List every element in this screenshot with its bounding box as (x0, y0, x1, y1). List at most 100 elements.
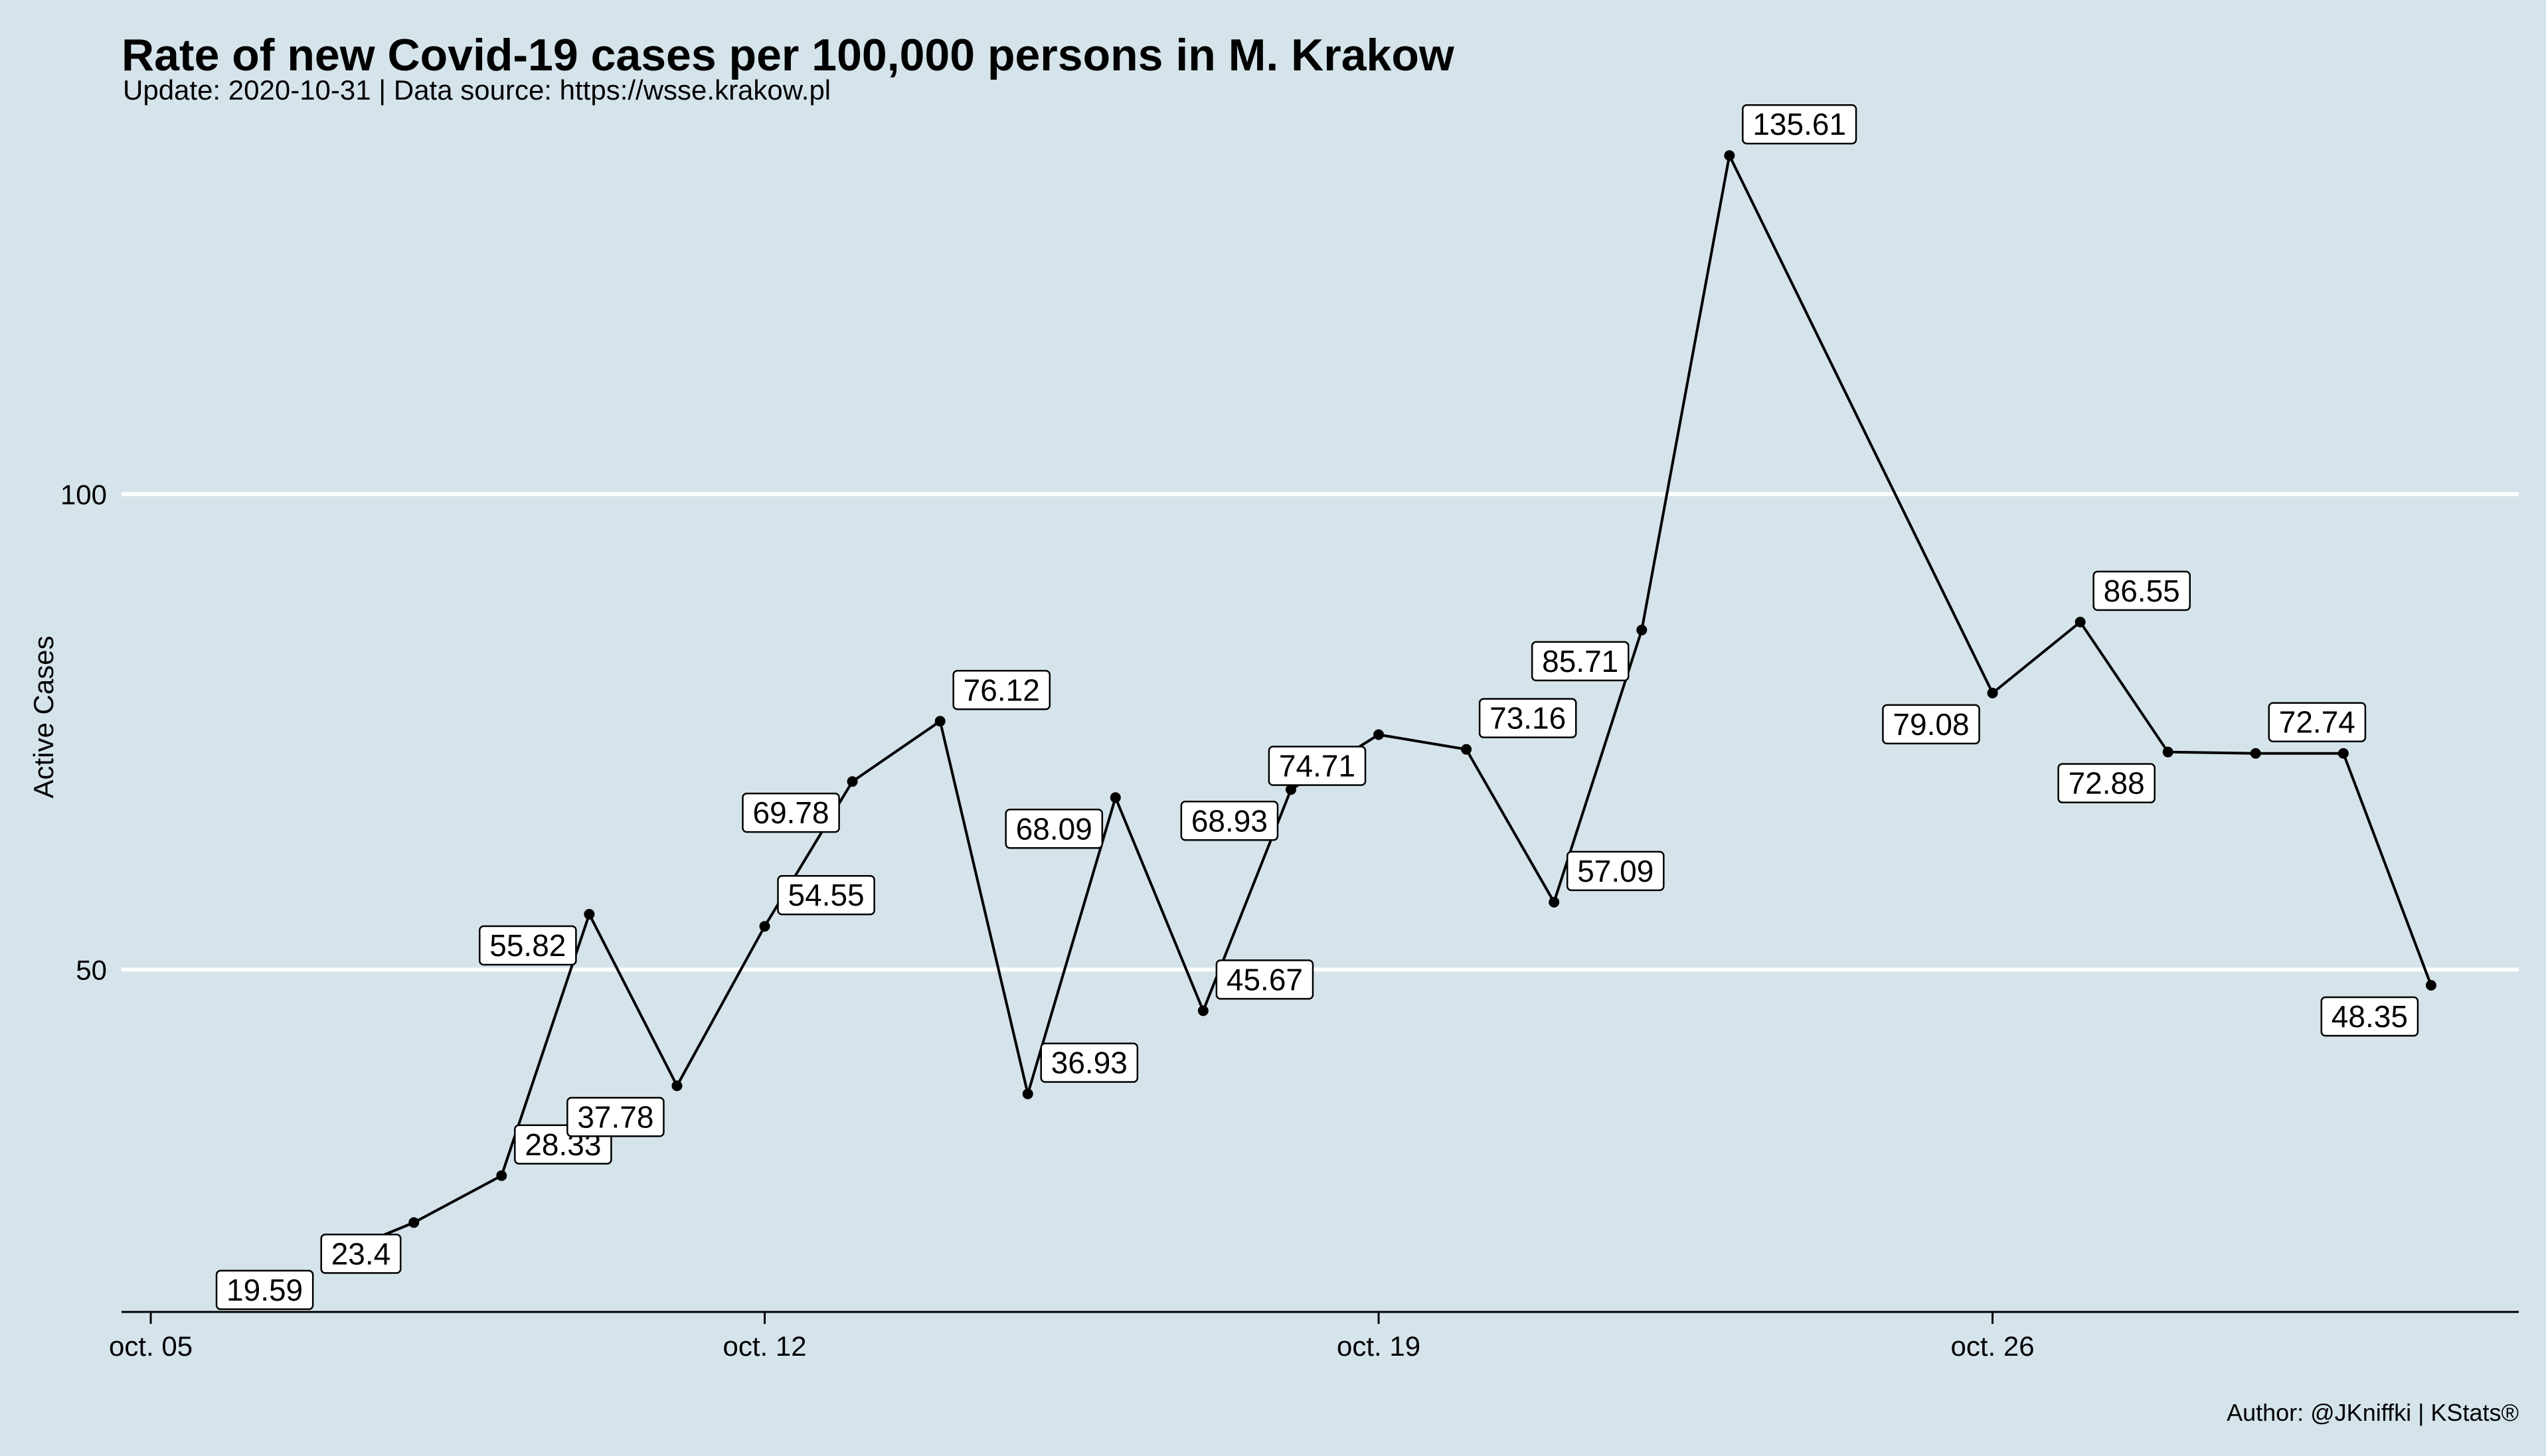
data-label-box (1742, 104, 1857, 145)
data-label-text: 23.4 (331, 1236, 391, 1271)
data-label-box (2320, 996, 2419, 1037)
x-tick-label: oct. 12 (722, 1331, 806, 1362)
data-label-box (1478, 698, 1577, 738)
data-point (1636, 624, 1648, 635)
data-label-text: 72.74 (2279, 705, 2355, 740)
data-point (2075, 616, 2086, 627)
data-label: 72.74 (2268, 702, 2367, 742)
data-label-text: 68.93 (1191, 803, 1268, 838)
data-point (847, 776, 858, 787)
data-label: 37.78 (566, 1097, 665, 1137)
data-point (408, 1217, 420, 1228)
data-label-box (1531, 641, 1630, 682)
data-label: 135.61 (1742, 104, 1857, 145)
data-label: 45.67 (1215, 959, 1314, 1000)
data-point (1285, 784, 1296, 795)
data-label: 85.71 (1531, 641, 1630, 682)
data-label-text: 55.82 (489, 928, 566, 963)
data-label: 36.93 (1040, 1042, 1139, 1083)
chart-title: Rate of new Covid-19 cases per 100,000 p… (122, 30, 1455, 80)
data-point (1022, 1088, 1033, 1099)
chart-caption: Author: @JKniffki | KStats® (2227, 1399, 2519, 1426)
data-point (1373, 729, 1385, 740)
y-tick-label: 50 (76, 954, 107, 985)
data-label-box (1215, 959, 1314, 1000)
data-label-box (1180, 801, 1279, 841)
data-label-text: 48.35 (2332, 999, 2408, 1034)
data-point (2162, 746, 2173, 758)
data-label-text: 86.55 (2104, 574, 2180, 608)
data-label-box (777, 874, 875, 916)
data-label-box (1566, 850, 1665, 892)
data-point (1461, 744, 1472, 755)
data-label-text: 45.67 (1227, 962, 1303, 997)
y-tick-label: 100 (60, 479, 107, 510)
data-label-text: 36.93 (1051, 1046, 1128, 1080)
data-label-box (479, 925, 577, 966)
data-label-box (1268, 746, 1367, 786)
data-label-text: 85.71 (1542, 644, 1618, 679)
data-label-box (320, 1234, 402, 1274)
data-label-box (1040, 1042, 1139, 1083)
data-label-text: 79.08 (1893, 707, 1969, 742)
data-label-text: 68.09 (1016, 811, 1092, 846)
data-label: 48.35 (2320, 996, 2419, 1037)
data-label-text: 19.59 (226, 1273, 303, 1307)
data-point (759, 921, 770, 932)
data-label: 57.09 (1566, 850, 1665, 892)
data-point (2337, 748, 2349, 759)
data-label-text: 57.09 (1577, 854, 1654, 888)
data-labels: 19.59 23.4 28.33 55.82 37.78 54.55 69.78 76.12 3… (215, 104, 2419, 1311)
data-point (1549, 896, 1560, 908)
data-point (584, 909, 595, 920)
data-label: 68.93 (1180, 801, 1279, 841)
data-label: 55.82 (479, 925, 577, 966)
data-label-text: 72.88 (2069, 766, 2145, 801)
data-point (496, 1170, 507, 1181)
data-label-box (2268, 702, 2367, 742)
data-label-box (1005, 809, 1104, 849)
data-point (2250, 748, 2261, 759)
data-label: 68.09 (1005, 809, 1104, 849)
data-label: 74.71 (1268, 746, 1367, 786)
x-axis-ticks: oct. 05 oct. 12 oct. 19 oct. 26 (109, 1312, 2035, 1362)
gridlines (122, 492, 2519, 972)
data-point (1987, 687, 1998, 698)
data-label-box (215, 1269, 314, 1311)
y-axis-title: Active Cases (28, 635, 59, 798)
data-label-box (952, 670, 1051, 710)
data-point (1724, 150, 1735, 161)
data-label-box (2092, 570, 2191, 611)
data-label: 72.88 (2057, 763, 2156, 803)
data-label: 79.08 (1882, 704, 1980, 745)
y-axis-ticks: 50 100 (60, 479, 107, 985)
data-label-text: 73.16 (1489, 701, 1566, 736)
x-tick-label: oct. 19 (1337, 1331, 1420, 1362)
data-label: 73.16 (1478, 698, 1577, 738)
data-point (1110, 792, 1121, 803)
data-label-text: 76.12 (964, 673, 1040, 707)
data-label-box (1882, 704, 1980, 745)
data-label-box (566, 1097, 665, 1137)
data-label: 76.12 (952, 670, 1051, 710)
data-point (671, 1080, 683, 1092)
data-label-text: 54.55 (788, 878, 865, 912)
data-label: 28.33 (514, 1124, 612, 1165)
chart-subtitle: Update: 2020-10-31 | Data source: https:… (123, 74, 831, 106)
data-point (934, 716, 946, 727)
data-label-text: 74.71 (1279, 748, 1355, 783)
data-label: 23.4 (320, 1234, 402, 1274)
data-point (1197, 1005, 1209, 1016)
data-label-text: 69.78 (752, 795, 829, 830)
data-label: 54.55 (777, 874, 875, 916)
data-label-text: 37.78 (577, 1099, 653, 1134)
data-label: 69.78 (742, 792, 840, 833)
data-label: 19.59 (215, 1269, 314, 1311)
data-label-box (2057, 763, 2156, 803)
x-tick-label: oct. 05 (109, 1331, 193, 1362)
data-label: 86.55 (2092, 570, 2191, 611)
x-tick-label: oct. 26 (1951, 1331, 2035, 1362)
data-point (2425, 980, 2436, 991)
